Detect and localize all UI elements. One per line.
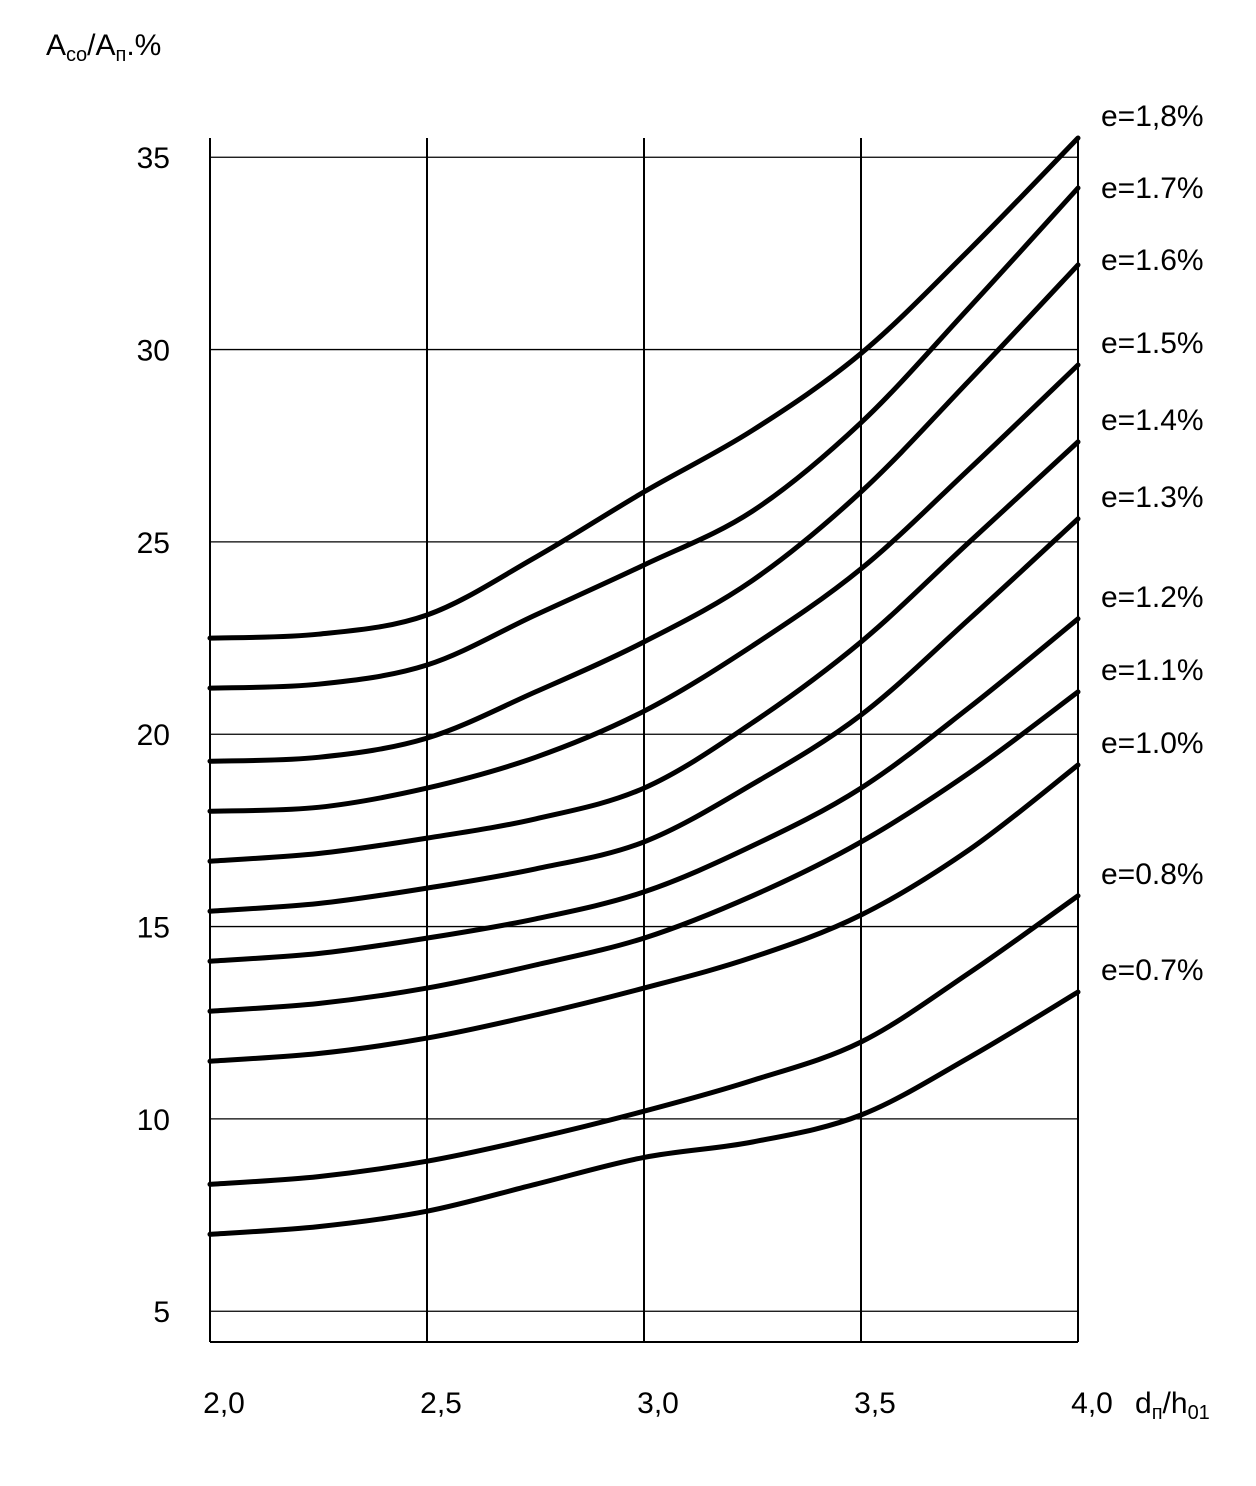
series-line-5 — [207, 439, 1081, 864]
series-line-10 — [207, 893, 1081, 1187]
y-axis-ticks: 5 10 15 20 25 30 35 — [137, 142, 170, 1329]
series-line-11 — [207, 989, 1081, 1237]
y-tick-label: 25 — [137, 527, 170, 560]
series-label-8: e=1.1% — [1101, 654, 1204, 687]
y-tick-label: 35 — [137, 142, 170, 175]
series-line-2 — [207, 185, 1081, 691]
series-line-8 — [207, 689, 1081, 1014]
series-label-7: e=1.2% — [1101, 581, 1204, 614]
series-labels: e=1,8% e=1.7% e=1.6% e=1.5% e=1.4% e=1.3% e=1.… — [1101, 100, 1204, 987]
x-tick-label: 3,0 — [637, 1387, 679, 1420]
series-line-6 — [207, 516, 1081, 914]
y-tick-label: 5 — [153, 1296, 170, 1329]
grid — [209, 138, 1079, 1343]
series-line-1 — [207, 135, 1081, 641]
y-tick-label: 30 — [137, 335, 170, 368]
series-lines — [207, 135, 1081, 1237]
series-label-1: e=1,8% — [1101, 100, 1204, 133]
y-tick-label: 10 — [137, 1104, 170, 1137]
series-label-6: e=1.3% — [1101, 481, 1204, 514]
x-tick-label: 3,5 — [854, 1387, 896, 1420]
series-label-5: e=1.4% — [1101, 404, 1204, 437]
x-axis-ticks: 2,0 2,5 3,0 3,5 4,0 — [203, 1387, 1113, 1420]
y-tick-label: 20 — [137, 719, 170, 752]
series-line-7 — [207, 616, 1081, 964]
y-axis-label: Aco/Aп.% — [46, 29, 161, 66]
y-tick-label: 15 — [137, 912, 170, 945]
series-label-10: e=0.8% — [1101, 858, 1204, 891]
x-tick-label: 4,0 — [1071, 1387, 1113, 1420]
series-line-3 — [207, 262, 1081, 764]
series-label-2: e=1.7% — [1101, 172, 1204, 205]
series-label-3: e=1.6% — [1101, 244, 1204, 277]
series-label-11: e=0.7% — [1101, 954, 1204, 987]
x-tick-label: 2,0 — [203, 1387, 245, 1420]
series-line-9 — [207, 762, 1081, 1064]
x-tick-label: 2,5 — [420, 1387, 462, 1420]
x-axis-label: dп/h01 — [1135, 1387, 1210, 1424]
series-line-4 — [207, 362, 1081, 814]
series-label-9: e=1.0% — [1101, 727, 1204, 760]
series-label-4: e=1.5% — [1101, 327, 1204, 360]
